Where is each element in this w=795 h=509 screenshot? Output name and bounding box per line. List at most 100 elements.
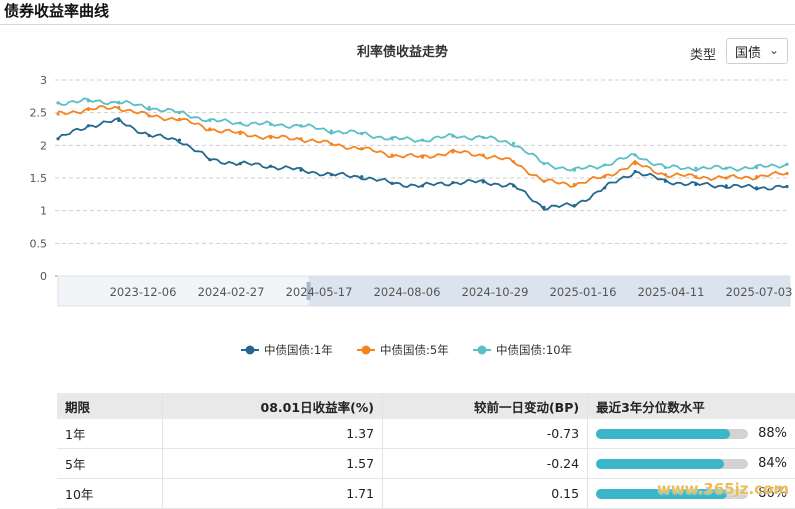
chart-title: 利率债收益走势 bbox=[357, 44, 448, 60]
data-point bbox=[177, 117, 182, 121]
data-point bbox=[299, 168, 303, 172]
data-point bbox=[147, 105, 151, 110]
data-point bbox=[603, 163, 607, 167]
cell-yield: 1.37 bbox=[162, 419, 383, 449]
data-point bbox=[86, 107, 90, 111]
data-point bbox=[724, 166, 728, 170]
data-point bbox=[694, 182, 698, 187]
cell-term: 1年 bbox=[57, 419, 163, 449]
legend-marker-2 bbox=[361, 345, 371, 355]
x-tick-label: 2025-07-03 bbox=[726, 285, 793, 299]
percentile-label: 84% bbox=[758, 456, 787, 471]
col-header-term: 期限 bbox=[57, 393, 163, 419]
data-point bbox=[86, 124, 90, 128]
data-point bbox=[420, 155, 425, 159]
series-line-3 bbox=[57, 97, 788, 173]
data-point bbox=[603, 175, 607, 179]
data-point bbox=[360, 131, 364, 136]
type-select[interactable]: 国债 ⌄ bbox=[726, 38, 788, 64]
data-point bbox=[147, 114, 151, 118]
legend-marker-1 bbox=[245, 345, 255, 355]
data-point bbox=[633, 169, 637, 174]
legend-marker-3 bbox=[477, 345, 487, 355]
data-point bbox=[329, 129, 333, 133]
table-row: 5年 1.57 -0.24 84% bbox=[57, 448, 795, 479]
data-point bbox=[420, 138, 425, 142]
cell-yield: 1.71 bbox=[162, 478, 383, 509]
data-point bbox=[542, 179, 546, 183]
data-point bbox=[724, 176, 728, 180]
data-point bbox=[360, 147, 364, 151]
cell-percentile: 88% bbox=[587, 419, 795, 449]
zoom-slider-selection bbox=[308, 276, 790, 306]
data-point bbox=[420, 184, 425, 188]
percentile-bar-fill bbox=[596, 428, 730, 439]
data-point bbox=[360, 175, 364, 179]
percentile-label: 86% bbox=[758, 486, 787, 501]
cell-change: 0.15 bbox=[382, 478, 588, 509]
y-tick-label: 2 bbox=[40, 139, 47, 152]
data-point bbox=[329, 173, 333, 177]
data-point bbox=[694, 166, 698, 170]
data-point bbox=[117, 105, 121, 110]
data-point bbox=[785, 184, 789, 189]
data-point bbox=[512, 184, 516, 188]
cell-percentile: 84% bbox=[587, 448, 795, 479]
data-point bbox=[208, 158, 212, 162]
legend-label-3: 中债国债:10年 bbox=[496, 343, 572, 357]
data-point bbox=[56, 137, 60, 141]
data-point bbox=[177, 138, 182, 142]
data-point bbox=[572, 182, 576, 187]
data-point bbox=[481, 135, 485, 140]
y-tick-label: 2.5 bbox=[30, 107, 48, 120]
cell-change: -0.73 bbox=[382, 419, 588, 449]
type-select-value: 国债 bbox=[735, 45, 762, 61]
cell-term: 5年 bbox=[57, 448, 163, 479]
data-point bbox=[451, 180, 455, 185]
type-filter-label: 类型 bbox=[690, 48, 717, 63]
data-point bbox=[56, 112, 60, 116]
cell-change: -0.24 bbox=[382, 448, 588, 479]
data-point bbox=[603, 186, 607, 190]
percentile-bar bbox=[596, 488, 749, 499]
series-line-1 bbox=[57, 116, 788, 211]
data-point bbox=[238, 131, 242, 136]
percentile-bar-fill bbox=[596, 488, 727, 499]
legend-label-1: 中债国债:1年 bbox=[264, 343, 333, 357]
percentile-bar bbox=[596, 458, 749, 469]
data-point bbox=[269, 164, 273, 168]
y-tick-label: 1 bbox=[40, 205, 47, 218]
col-header-percentile: 最近3年分位数水平 bbox=[587, 393, 795, 419]
y-tick-label: 1.5 bbox=[30, 172, 48, 185]
x-tick-label: 2025-04-11 bbox=[638, 285, 705, 299]
data-point bbox=[390, 181, 394, 185]
data-point bbox=[694, 175, 698, 179]
y-tick-label: 3 bbox=[40, 74, 47, 87]
yield-table: 期限 08.01日收益率(%) 较前一日变动(BP) 最近3年分位数水平 1年 … bbox=[57, 393, 795, 509]
table-header-row: 期限 08.01日收益率(%) 较前一日变动(BP) 最近3年分位数水平 bbox=[57, 393, 795, 419]
data-point bbox=[572, 168, 576, 172]
data-point bbox=[299, 137, 303, 141]
data-point bbox=[329, 142, 333, 146]
data-point bbox=[663, 179, 668, 183]
data-point bbox=[269, 122, 273, 127]
data-point bbox=[481, 153, 485, 157]
percentile-bar-fill bbox=[596, 458, 724, 469]
watermark-text: www.365jz.com bbox=[656, 480, 789, 498]
data-point bbox=[238, 121, 242, 125]
legend-label-2: 中债国债:5年 bbox=[380, 343, 449, 357]
data-point bbox=[663, 165, 668, 170]
yield-chart: 利率债收益走势 0 0.5 1 1.5 2 2.5 3 2023-12-06 2024-02-27… bbox=[30, 44, 793, 357]
zoom-slider-handle bbox=[306, 282, 311, 300]
data-point bbox=[755, 186, 759, 190]
x-tick-label: 2024-10-29 bbox=[462, 285, 529, 299]
data-point bbox=[390, 153, 394, 157]
data-point bbox=[269, 135, 273, 140]
data-point bbox=[147, 133, 151, 138]
data-point bbox=[542, 205, 546, 209]
percentile-bar bbox=[596, 428, 749, 439]
x-tick-label: 2024-08-06 bbox=[374, 285, 441, 299]
data-point bbox=[56, 101, 60, 105]
data-point bbox=[755, 165, 759, 170]
title-divider bbox=[0, 24, 795, 25]
